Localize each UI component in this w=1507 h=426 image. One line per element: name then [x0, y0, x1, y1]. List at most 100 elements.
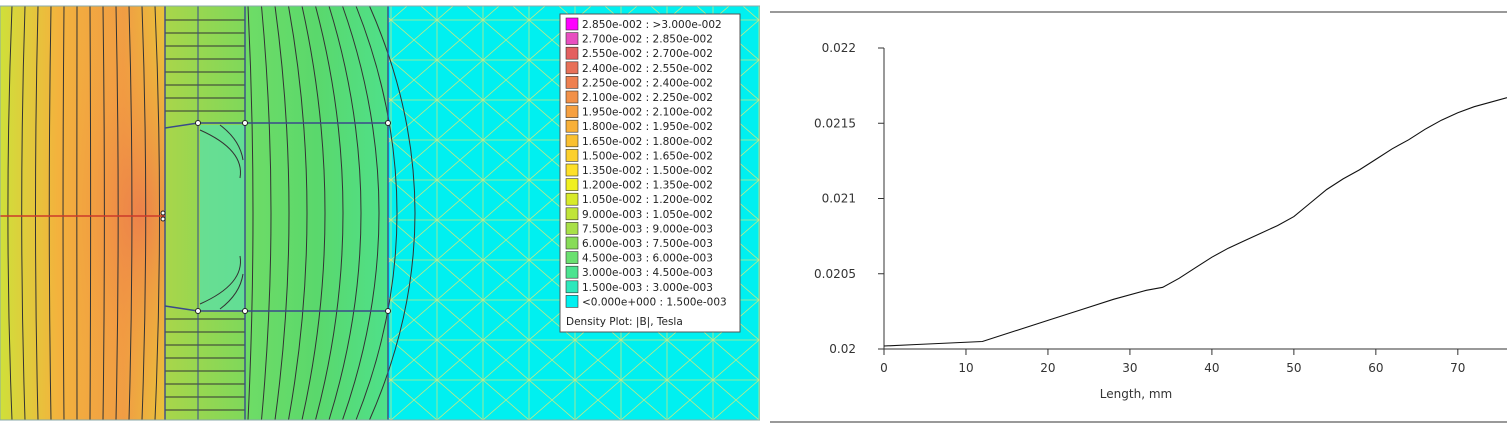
legend-label: 2.700e-002 : 2.850e-002 [582, 34, 713, 46]
field-line [141, 5, 147, 421]
legend-label: <0.000e+000 : 1.500e-003 [582, 296, 727, 308]
legend-label: 2.550e-002 : 2.700e-002 [582, 48, 713, 60]
line-chart: 0.02 0.0205 0.021 0.0215 0.022 0 10 20 30 40 50 60 7… [770, 11, 1507, 423]
series-line [883, 97, 1507, 347]
field-line [199, 129, 241, 179]
legend-swatch [565, 90, 579, 104]
legend-entry: 1.500e-003 : 3.000e-003 [565, 280, 713, 294]
field-line [274, 5, 290, 421]
legend-swatch [565, 207, 579, 221]
x-tick-label: 0 [880, 361, 888, 375]
legend-swatch [565, 149, 579, 162]
legend-swatch [565, 105, 579, 118]
field-line [89, 5, 92, 421]
field-line [247, 5, 254, 421]
legend-entry: 2.250e-002 : 2.400e-002 [565, 76, 713, 89]
legend-swatch [565, 46, 579, 60]
legend-entry: 1.200e-002 : 1.350e-002 [565, 178, 713, 192]
field-line [355, 5, 398, 421]
legend-label: 7.500e-003 : 9.000e-003 [582, 223, 713, 235]
legend-swatch [565, 32, 579, 45]
legend-label: 1.200e-002 : 1.350e-002 [582, 180, 713, 192]
field-line [219, 273, 244, 310]
legend-label: 2.250e-002 : 2.400e-002 [582, 77, 713, 89]
legend-entry: 4.500e-003 : 6.000e-003 [565, 251, 713, 265]
legend-swatch [565, 17, 579, 31]
coil-region [245, 6, 388, 420]
legend-swatch [565, 163, 579, 177]
x-axis-label: Length, mm [1100, 387, 1172, 401]
legend-swatch [565, 236, 579, 250]
chart-series [883, 97, 1507, 347]
x-tick-label: 50 [1286, 361, 1301, 375]
legend-label: 9.000e-003 : 1.050e-002 [582, 209, 713, 221]
legend-entry: 2.400e-002 : 2.550e-002 [565, 61, 713, 75]
legend-swatch [565, 251, 579, 264]
legend-swatch [565, 222, 579, 235]
y-tick-label: 0.0215 [814, 116, 856, 130]
legend-swatch [565, 192, 579, 206]
x-tick-label: 60 [1368, 361, 1383, 375]
legend-entry: 6.000e-003 : 7.500e-003 [565, 236, 713, 250]
legend-label: 1.050e-002 : 1.200e-002 [582, 194, 713, 206]
field-line [261, 5, 272, 421]
chart-axes: 0.02 0.0205 0.021 0.0215 0.022 0 10 20 30 40 50 60 7… [814, 41, 1507, 375]
legend-label: 1.500e-003 : 3.000e-003 [582, 282, 713, 294]
legend-swatch [565, 178, 579, 191]
legend-entry: 9.000e-003 : 1.050e-002 [565, 207, 713, 221]
legend-label: 1.800e-002 : 1.950e-002 [582, 121, 713, 133]
legend-label: 1.500e-002 : 1.650e-002 [582, 150, 713, 162]
x-tick-label: 10 [958, 361, 973, 375]
field-line [369, 5, 416, 421]
legend-label: 3.000e-003 : 4.500e-003 [582, 267, 713, 279]
field-line [7, 5, 13, 421]
field-line [301, 5, 326, 421]
legend-entry: 2.100e-002 : 2.250e-002 [565, 90, 713, 104]
y-tick-label: 0.022 [822, 41, 856, 55]
legend-swatch [565, 280, 579, 294]
field-line [315, 5, 344, 421]
field-line [219, 124, 244, 161]
legend-entry: 7.500e-003 : 9.000e-003 [565, 222, 713, 235]
field-line [199, 255, 241, 305]
x-tick-label: 30 [1122, 361, 1137, 375]
legend-entry: 1.950e-002 : 2.100e-002 [565, 105, 713, 119]
legend-swatch [565, 134, 579, 148]
legend-swatch [565, 61, 579, 75]
density-legend: 2.850e-002 : >3.000e-002 2.700e-002 : 2.8… [559, 13, 741, 333]
x-tick-label: 40 [1204, 361, 1219, 375]
x-tick-label: 20 [1040, 361, 1055, 375]
legend-entry: 2.850e-002 : >3.000e-002 [565, 17, 722, 31]
legend-caption: Density Plot: |B|, Tesla [566, 316, 683, 328]
legend-label: 1.350e-002 : 1.500e-002 [582, 165, 713, 177]
legend-label: 2.400e-002 : 2.550e-002 [582, 63, 713, 75]
legend-entry: 1.650e-002 : 1.800e-002 [565, 134, 713, 148]
density-plot-panel: 2.850e-002 : >3.000e-002 2.700e-002 : 2.8… [0, 5, 760, 421]
legend-entry: 1.500e-002 : 1.650e-002 [565, 149, 713, 162]
y-tick-label: 0.02 [829, 342, 856, 356]
y-tick-label: 0.021 [822, 192, 856, 206]
field-line [342, 5, 380, 421]
node-markers [160, 120, 391, 314]
legend-entry: 2.550e-002 : 2.700e-002 [565, 46, 713, 60]
field-line [288, 5, 308, 421]
legend-entry: 1.350e-002 : 1.500e-002 [565, 163, 713, 177]
legend-label: 6.000e-003 : 7.500e-003 [582, 238, 713, 250]
legend-entry: 2.700e-002 : 2.850e-002 [565, 32, 713, 46]
legend-entry: 3.000e-003 : 4.500e-003 [565, 265, 713, 279]
legend-entry: 1.050e-002 : 1.200e-002 [565, 192, 713, 206]
legend-label: 4.500e-003 : 6.000e-003 [582, 253, 713, 265]
y-tick-label: 0.0205 [814, 267, 856, 281]
legend-entry: 1.800e-002 : 1.950e-002 [565, 119, 713, 133]
field-line [102, 5, 105, 421]
legend-swatch [565, 119, 579, 133]
legend-label: 1.650e-002 : 1.800e-002 [582, 136, 713, 148]
field-line [48, 5, 52, 421]
legend-swatch [565, 76, 579, 89]
legend-swatch [565, 295, 579, 308]
field-line [115, 5, 119, 421]
field-line [34, 5, 39, 421]
field-line [128, 5, 133, 421]
legend-swatch [565, 265, 579, 279]
x-tick-label: 70 [1450, 361, 1465, 375]
